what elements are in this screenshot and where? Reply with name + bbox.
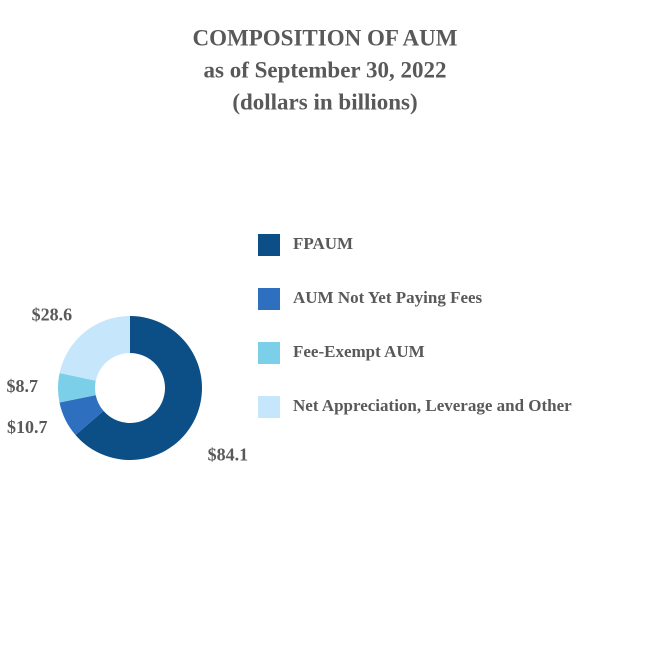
legend-label: FPAUM xyxy=(293,234,353,253)
legend-swatch xyxy=(258,396,280,418)
donut-slice xyxy=(59,395,104,436)
legend-label: AUM Not Yet Paying Fees xyxy=(293,288,483,307)
value-label: $84.1 xyxy=(208,444,249,464)
units-note: (dollars in billions) xyxy=(232,89,417,114)
legend-swatch xyxy=(258,288,280,310)
legend-label: Fee-Exempt AUM xyxy=(293,342,425,361)
legend-label: Net Appreciation, Leverage and Other xyxy=(293,396,572,415)
legend-swatch xyxy=(258,342,280,364)
donut-slice xyxy=(75,315,202,460)
legend-swatch xyxy=(258,234,280,256)
chart-subtitle: as of September 30, 2022 xyxy=(204,57,447,82)
donut-slice xyxy=(58,372,96,403)
chart-title: COMPOSITION OF AUM xyxy=(193,25,458,50)
donut-slice xyxy=(59,316,130,381)
value-label: $10.7 xyxy=(7,417,48,437)
value-label: $8.7 xyxy=(7,376,39,396)
value-label: $28.6 xyxy=(32,305,73,325)
